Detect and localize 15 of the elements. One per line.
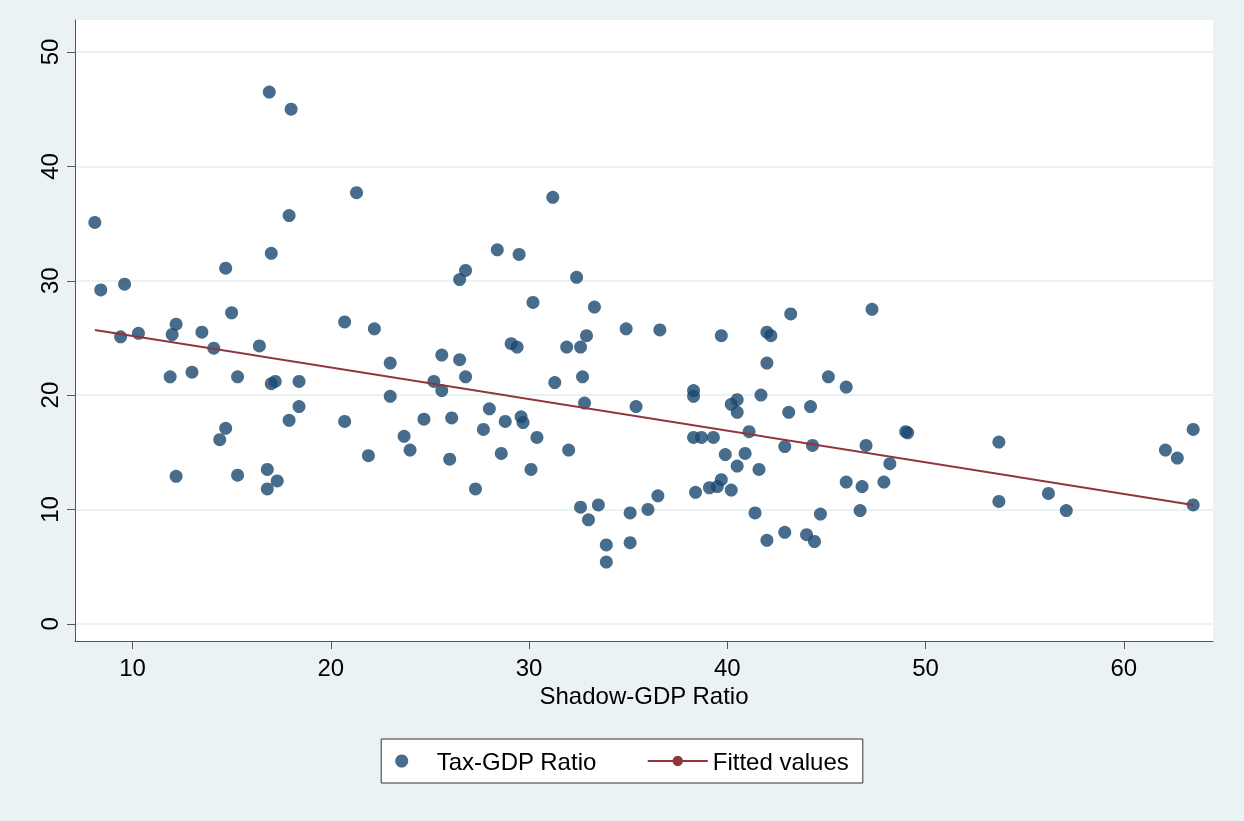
y-tick-label: 20 [35,381,63,409]
x-axis-title: Shadow-GDP Ratio [539,682,749,710]
y-tick-label: 50 [35,38,63,66]
y-tick-label: 10 [35,496,63,523]
legend-label: Tax-GDP Ratio [436,747,597,775]
x-tick-label: 60 [1110,653,1138,681]
legend-label: Fitted values [712,747,849,775]
x-tick-label: 30 [515,653,543,681]
x-tick-label: 10 [119,653,146,681]
x-tick-label: 50 [912,653,939,681]
x-tick-label: 20 [317,653,345,681]
x-tick-label: 40 [713,653,741,681]
y-tick-label: 40 [35,153,63,180]
y-tick-label: 30 [35,267,63,295]
y-tick-label: 0 [35,617,63,631]
